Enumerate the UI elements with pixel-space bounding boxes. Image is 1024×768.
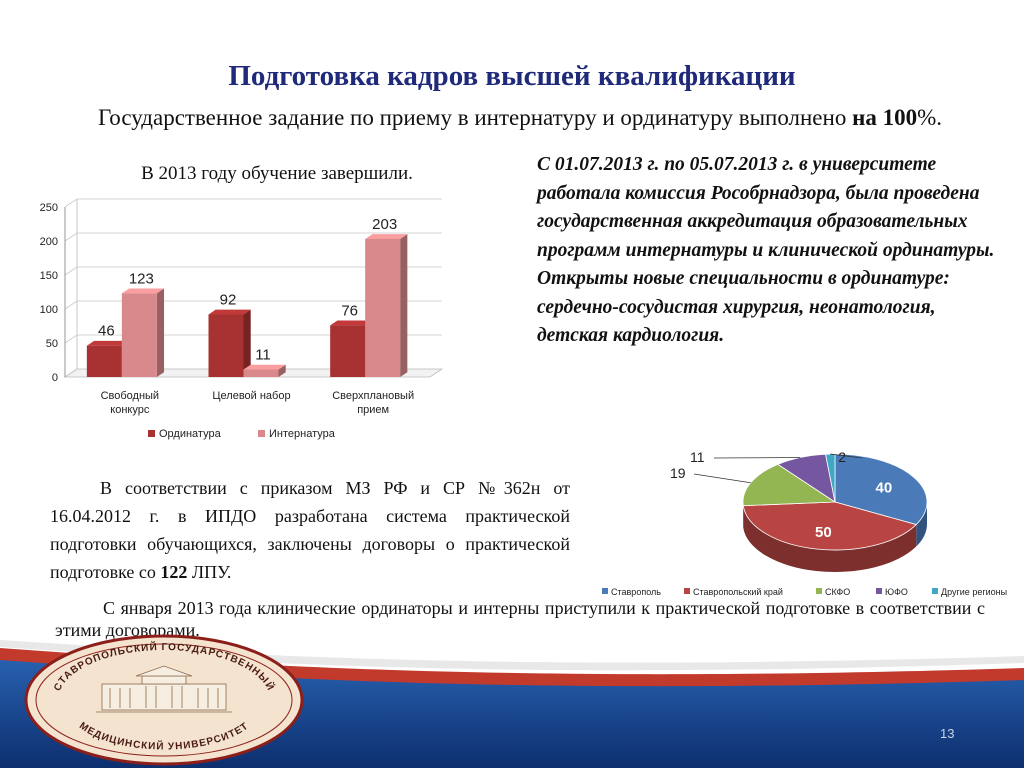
bar-data-label: 92 bbox=[220, 291, 237, 308]
building-icon bbox=[96, 665, 232, 713]
pie-legend-label: Ставропольский край bbox=[693, 587, 783, 597]
bar-category-label: Свободный конкурс bbox=[101, 390, 160, 416]
bar-top bbox=[208, 309, 251, 315]
order-text-part2: ЛПУ. bbox=[191, 562, 232, 582]
bar-front bbox=[208, 314, 244, 377]
order-text: В соответствии с приказом МЗ РФ и СР №36… bbox=[50, 474, 570, 586]
bar-top bbox=[121, 288, 165, 294]
bar-front bbox=[86, 345, 122, 377]
bar-chart-y-tick-label: 50 bbox=[46, 338, 58, 350]
page-title: Подготовка кадров высшей квалификации bbox=[228, 60, 796, 92]
bar-top bbox=[365, 234, 408, 239]
bar-front bbox=[121, 293, 157, 377]
bar-data-label: 203 bbox=[372, 216, 397, 233]
bar-chart: 0 50 100 150 200 250 46 123 Свободный конкурс 92 11… bbox=[40, 198, 444, 440]
bar-chart-gridline bbox=[64, 300, 442, 310]
pie-slice-1 bbox=[834, 453, 928, 526]
bar-ordinatura bbox=[208, 309, 251, 377]
pie-legend-swatch bbox=[816, 588, 822, 594]
pie-value-label: 50 bbox=[815, 524, 832, 541]
pie-legend-swatch bbox=[932, 588, 938, 594]
order-text-bold: 122 bbox=[160, 562, 188, 582]
chart-caption: В 2013 году обучение завершили. bbox=[141, 163, 413, 184]
bar-side bbox=[400, 234, 408, 377]
bar-top bbox=[330, 320, 373, 326]
bar-chart-y-tick-label: 200 bbox=[40, 236, 58, 248]
bar-side bbox=[156, 288, 165, 377]
legend-swatch-ordinatura bbox=[148, 430, 155, 437]
pie-legend-label: СКФО bbox=[825, 587, 850, 597]
pie-legend-swatch bbox=[684, 588, 690, 594]
bar-data-label: 123 bbox=[129, 270, 154, 287]
bar-chart-y-tick-label: 0 bbox=[52, 372, 58, 384]
subtitle-text: Государственное задание по приему в инте… bbox=[97, 105, 847, 130]
bar-data-label: 46 bbox=[98, 323, 115, 340]
pie-slice-side bbox=[743, 505, 917, 572]
bar-data-label: 11 bbox=[255, 347, 271, 364]
pie-leader-line bbox=[693, 473, 751, 484]
legend-label: Ординатура bbox=[159, 428, 222, 440]
order-text-part1: В соответствии с приказом МЗ РФ и СР №36… bbox=[50, 478, 570, 582]
bar-chart-y-tick-label: 150 bbox=[40, 270, 58, 282]
january-text: С января 2013 года клинические ординатор… bbox=[55, 598, 985, 640]
legend-label: Интернатура bbox=[269, 428, 336, 440]
bar-data-label: 76 bbox=[341, 302, 358, 319]
bar-category-label: Целевой набор bbox=[212, 390, 290, 402]
subtitle-tail: %. bbox=[917, 105, 943, 130]
bar-side bbox=[278, 364, 286, 377]
university-logo: СТАВРОПОЛЬСКИЙ ГОСУДАРСТВЕННЫЙ МЕДИЦИНСК… bbox=[24, 634, 304, 766]
bar-front bbox=[365, 238, 401, 377]
subtitle-bold: на 100 bbox=[852, 105, 918, 130]
bar-chart-gridline bbox=[64, 368, 442, 378]
subtitle: Государственное задание по приему в инте… bbox=[40, 104, 1000, 131]
bar-chart-gridline bbox=[64, 232, 442, 242]
bar-top bbox=[243, 364, 286, 370]
bar-chart-gridline bbox=[64, 334, 442, 344]
bar-internatura bbox=[365, 234, 408, 377]
page-number: 13 bbox=[940, 726, 955, 741]
pie-value-label: 11 bbox=[690, 449, 705, 465]
pie-slice-5 bbox=[825, 453, 836, 503]
pie-legend-swatch bbox=[876, 588, 882, 594]
pie-legend-label: Ставрополь bbox=[611, 587, 661, 597]
bar-front bbox=[330, 325, 366, 377]
bar-chart-y-tick-label: 250 bbox=[40, 202, 58, 214]
bar-top bbox=[86, 340, 130, 346]
pie-value-label: 2 bbox=[838, 449, 846, 465]
bar-category-label: Сверхплановый прием bbox=[332, 390, 414, 416]
pie-leader-line bbox=[830, 453, 863, 459]
pie-legend-label: Другие регионы bbox=[941, 587, 1007, 597]
bar-internatura bbox=[121, 288, 165, 377]
bar-chart-y-tick-label: 100 bbox=[40, 304, 58, 316]
legend-swatch-internatura bbox=[258, 430, 265, 437]
pie-slice-2 bbox=[742, 501, 917, 551]
pie-legend-label: ЮФО bbox=[885, 587, 908, 597]
commission-text: С 01.07.2013 г. по 05.07.2013 г. в униве… bbox=[537, 154, 995, 346]
pie-legend-swatch bbox=[602, 588, 608, 594]
bar-chart-gridline bbox=[64, 266, 442, 276]
bar-chart-gridline bbox=[64, 198, 442, 208]
pie-value-label: 19 bbox=[670, 465, 686, 481]
pie-value-label: 40 bbox=[876, 480, 893, 497]
bar-chart-side-wall bbox=[64, 199, 78, 378]
pie-slice-side bbox=[916, 502, 927, 547]
bar-side bbox=[243, 309, 251, 377]
bar-internatura bbox=[243, 364, 286, 377]
bar-front bbox=[243, 369, 279, 377]
